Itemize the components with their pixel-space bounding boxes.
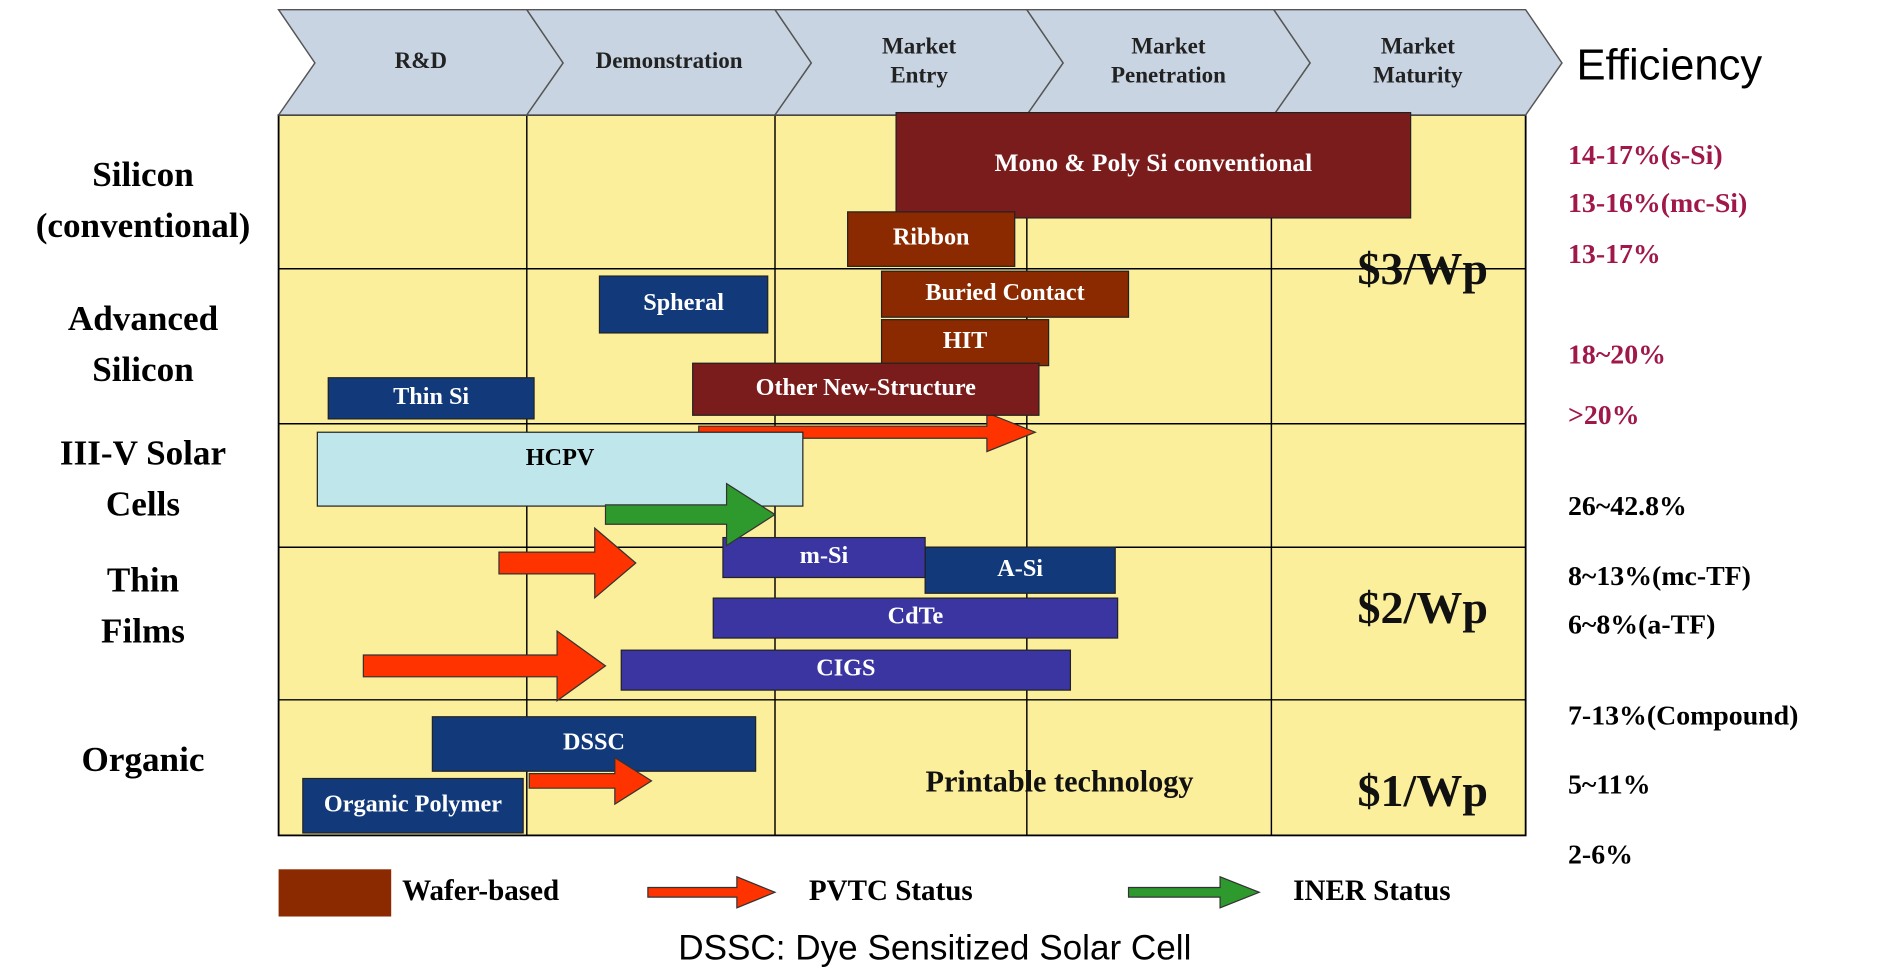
price-label: $2/Wp	[1358, 582, 1488, 633]
tech-label: A-Si	[997, 555, 1043, 582]
status-arrow	[362, 629, 607, 702]
tech-bar	[327, 377, 535, 420]
stage-label: Market Entry	[882, 34, 956, 88]
efficiency-value: 14-17%(s-Si)	[1568, 140, 1723, 171]
tech-bar	[895, 111, 1412, 219]
status-arrow	[528, 756, 653, 806]
tech-bar	[847, 211, 1016, 267]
tech-bar	[620, 649, 1072, 691]
efficiency-value: 26~42.8%	[1568, 491, 1687, 522]
tech-label: DSSC	[563, 729, 625, 756]
tech-bar	[722, 536, 926, 579]
printable-label: Printable technology	[926, 764, 1194, 798]
row-label: Thin Films	[101, 561, 185, 651]
tech-label: Thin Si	[393, 383, 469, 410]
efficiency-value: 7-13%(Compound)	[1568, 700, 1798, 731]
tech-label: Ribbon	[893, 224, 970, 251]
tech-label: HCPV	[526, 444, 595, 471]
efficiency-value: 5~11%	[1568, 769, 1651, 800]
tech-bar	[880, 319, 1050, 367]
row-label: III-V Solar Cells	[60, 434, 226, 524]
stage-label: Demonstration	[596, 48, 743, 73]
efficiency-value: 18~20%	[1568, 340, 1666, 371]
legend-label: Wafer-based	[402, 875, 559, 907]
tech-bar	[924, 546, 1116, 594]
tech-label: Buried Contact	[925, 279, 1084, 306]
legend-label: PVTC Status	[809, 875, 973, 907]
footnote: DSSC: Dye Sensitized Solar Cell	[678, 929, 1191, 968]
status-arrow	[1127, 875, 1261, 909]
row-label: Advanced Silicon	[68, 299, 219, 389]
tech-bar	[712, 597, 1119, 639]
row-label: Organic	[82, 740, 205, 779]
status-arrow	[647, 875, 777, 909]
efficiency-value: 8~13%(mc-TF)	[1568, 561, 1751, 592]
tech-label: Other New-Structure	[756, 374, 976, 401]
efficiency-value: 2-6%	[1568, 840, 1633, 871]
tech-bar	[880, 270, 1130, 318]
legend-label: INER Status	[1293, 875, 1450, 907]
tech-label: Mono & Poly Si conventional	[995, 149, 1313, 177]
tech-bar	[302, 777, 524, 834]
efficiency-value: >20%	[1568, 400, 1640, 431]
stage-label: Market Penetration	[1111, 34, 1226, 88]
price-label: $3/Wp	[1358, 243, 1488, 294]
tech-label: CdTe	[888, 603, 944, 630]
tech-label: Organic Polymer	[324, 790, 502, 817]
tech-bar	[598, 275, 769, 334]
stage-chevron	[1272, 8, 1563, 116]
stage-label: R&D	[395, 48, 447, 73]
tech-bar	[431, 716, 757, 772]
status-arrow	[604, 482, 777, 547]
tech-label: HIT	[943, 327, 987, 354]
efficiency-heading: Efficiency	[1576, 41, 1762, 89]
stage-label: Market Maturity	[1373, 34, 1463, 88]
efficiency-value: 6~8%(a-TF)	[1568, 610, 1715, 641]
efficiency-value: 13-17%	[1568, 239, 1661, 270]
status-arrow	[498, 526, 637, 600]
tech-label: m-Si	[800, 542, 849, 569]
row-label: Silicon (conventional)	[36, 155, 251, 245]
tech-bar	[316, 431, 804, 507]
tech-label: Spheral	[643, 289, 724, 316]
tech-bar	[692, 362, 1040, 416]
price-label: $1/Wp	[1358, 765, 1488, 816]
tech-label: CIGS	[816, 655, 875, 682]
efficiency-value: 13-16%(mc-Si)	[1568, 188, 1747, 219]
legend-swatch	[278, 869, 392, 917]
